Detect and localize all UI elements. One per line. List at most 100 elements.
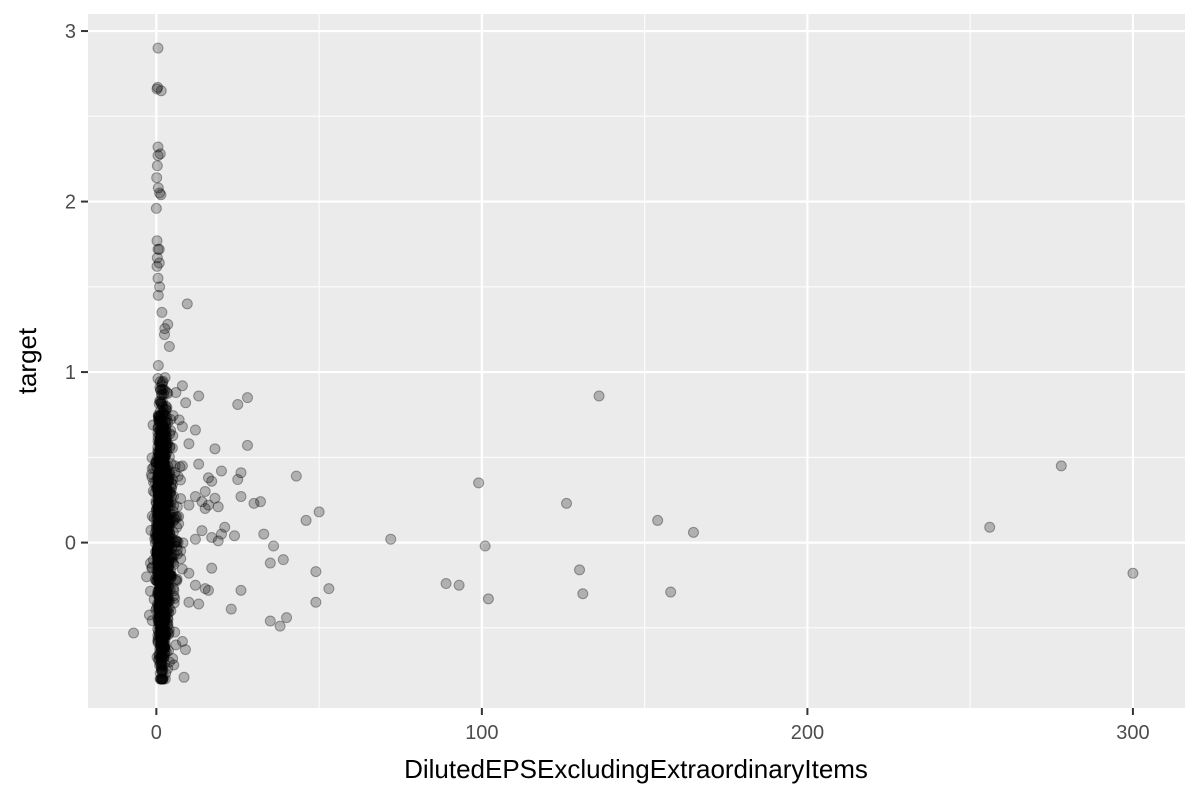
data-point [155,456,167,468]
data-point [154,512,166,524]
data-point [158,600,170,612]
data-point [155,538,167,550]
data-point [152,509,164,521]
data-point [156,538,168,550]
data-point [157,491,169,503]
data-point [155,480,167,492]
data-point [154,460,166,472]
data-point [154,541,166,553]
data-point [155,498,166,510]
data-point [158,547,170,559]
data-point [155,605,166,617]
data-point [155,584,167,596]
data-point [160,479,172,491]
data-point [155,546,167,558]
data-point [156,536,167,548]
data-point [154,500,166,512]
data-point [159,482,171,494]
data-point [158,593,170,605]
data-point [157,491,169,503]
data-point [156,524,168,536]
data-point [154,437,166,449]
data-point [156,508,168,520]
data-point [155,525,167,537]
data-point [159,606,171,618]
data-point [151,548,163,560]
data-point [159,482,171,494]
data-point [158,527,170,539]
data-point [153,522,165,534]
data-point [162,318,174,330]
data-point [155,563,167,575]
data-point [159,483,171,495]
data-point [156,506,168,518]
data-point [157,449,169,461]
data-point [160,572,172,584]
data-point [155,539,167,551]
data-point [154,609,166,621]
data-point [154,536,166,548]
data-point [153,419,165,431]
data-point [158,498,170,510]
data-point [225,603,237,615]
data-point [158,533,170,545]
data-point [155,562,167,574]
data-point [159,507,171,519]
data-point [155,566,167,578]
data-point [158,535,170,547]
data-point [156,534,168,546]
data-point [160,497,172,509]
data-point [155,580,167,592]
data-point [155,499,167,511]
data-point [154,376,166,388]
data-point [158,558,170,570]
data-point [159,567,171,579]
data-point [156,399,168,411]
data-point [193,458,205,470]
data-point [157,547,168,559]
data-point [158,511,170,523]
data-point [157,517,169,529]
data-point [154,529,166,541]
data-point [156,523,168,535]
data-point [156,625,168,636]
data-point [157,568,169,580]
data-point [158,498,170,510]
data-point [158,531,170,543]
data-point [159,594,171,606]
data-point [161,530,173,542]
data-point [154,584,166,596]
data-point [159,473,171,485]
data-point [154,532,166,544]
data-point [158,477,170,489]
data-point [156,534,168,546]
data-point [154,440,166,452]
data-point [157,553,169,565]
data-point [156,654,168,666]
data-point [160,443,172,455]
data-point [155,551,167,563]
data-point [145,585,156,597]
data-point [228,530,240,542]
data-point [157,555,169,567]
data-point [158,456,170,468]
data-point [153,492,165,504]
data-point [156,504,168,516]
data-point [159,565,171,577]
data-point [154,625,166,637]
data-point [157,490,169,502]
data-point [156,597,168,609]
data-point [162,437,174,449]
data-point [156,496,168,508]
data-point [160,570,172,582]
data-point [155,519,167,531]
data-point [156,524,168,536]
data-point [158,578,170,590]
data-point [206,531,218,543]
data-point [165,556,177,568]
data-point [154,545,166,557]
data-point [163,523,175,535]
data-point [159,409,171,421]
data-point [157,611,169,623]
data-point [157,535,169,547]
